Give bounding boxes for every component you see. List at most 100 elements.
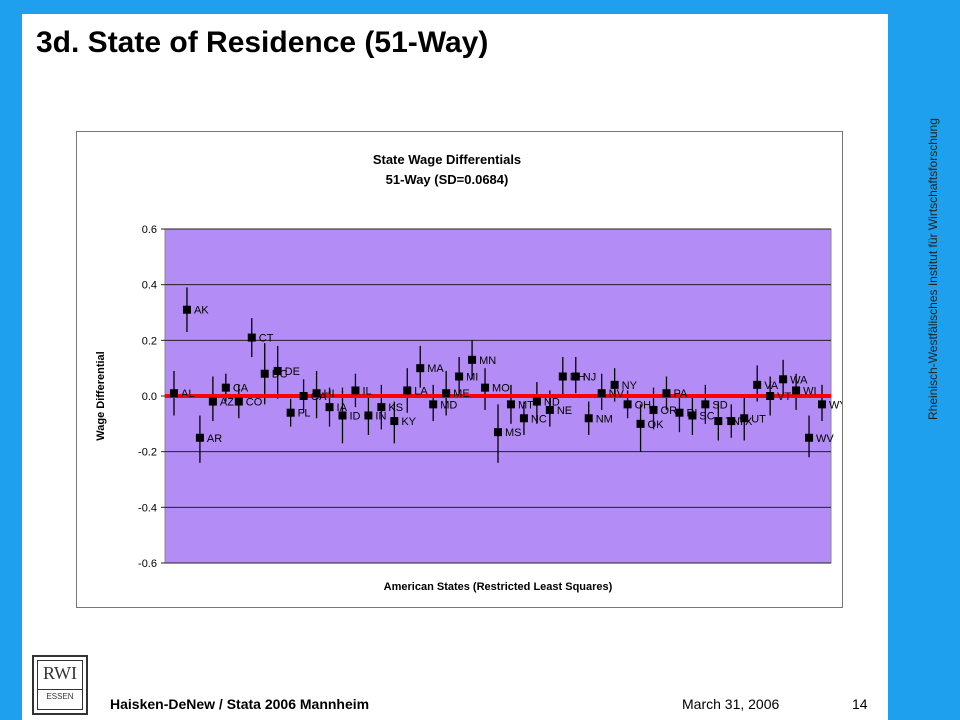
data-point-marker bbox=[170, 389, 178, 398]
data-point-marker bbox=[584, 414, 593, 423]
state-label: OK bbox=[648, 419, 665, 431]
data-point-marker bbox=[182, 305, 191, 314]
data-point-marker bbox=[597, 389, 606, 398]
state-label: WY bbox=[829, 399, 842, 411]
data-point-marker bbox=[247, 333, 256, 342]
state-label: IL bbox=[362, 385, 371, 397]
data-point-marker bbox=[571, 372, 580, 381]
state-label: MO bbox=[492, 383, 510, 395]
data-point-marker bbox=[221, 383, 230, 392]
state-label: MN bbox=[479, 355, 496, 367]
data-point-marker bbox=[468, 355, 477, 364]
chart-container: State Wage Differentials 51-Way (SD=0.06… bbox=[76, 131, 847, 608]
state-label: ME bbox=[453, 388, 470, 400]
data-point-marker bbox=[779, 375, 788, 384]
institute-name: Rheinisch-Westfälisches Institut für Wir… bbox=[926, 118, 940, 420]
page-number: 14 bbox=[852, 696, 868, 712]
data-point-marker bbox=[429, 400, 438, 409]
state-label: AL bbox=[181, 388, 194, 400]
state-label: LA bbox=[414, 385, 428, 397]
chart-title: State Wage Differentials bbox=[373, 152, 521, 167]
data-point-marker bbox=[208, 397, 217, 406]
state-label: SC bbox=[699, 410, 714, 422]
data-point-marker bbox=[299, 392, 308, 400]
data-point-marker bbox=[260, 369, 269, 378]
state-label: MA bbox=[427, 363, 444, 375]
state-label: WV bbox=[816, 433, 834, 445]
data-points bbox=[170, 305, 826, 442]
state-label: WI bbox=[803, 385, 816, 397]
state-label: TX bbox=[738, 416, 753, 428]
data-point-marker bbox=[740, 414, 749, 423]
data-point-marker bbox=[442, 389, 451, 398]
logo-rwi-text: RWI bbox=[43, 663, 77, 683]
data-point-marker bbox=[506, 400, 515, 409]
state-label: MD bbox=[440, 399, 457, 411]
data-point-marker bbox=[545, 405, 554, 414]
data-point-marker bbox=[312, 389, 321, 398]
state-label: MS bbox=[505, 427, 522, 439]
data-point-marker bbox=[325, 403, 334, 412]
slide-title: 3d. State of Residence (51-Way) bbox=[36, 26, 489, 59]
state-label: UT bbox=[751, 413, 766, 425]
state-label: ID bbox=[349, 410, 360, 422]
y-tick-label: 0.4 bbox=[142, 280, 157, 292]
state-label: AZ bbox=[220, 397, 234, 409]
data-point-marker bbox=[662, 389, 671, 398]
state-label: WA bbox=[790, 374, 808, 386]
rwi-logo: RWI ESSEN bbox=[32, 655, 88, 715]
data-point-marker bbox=[701, 400, 710, 409]
y-axis-label: Wage Differential bbox=[95, 351, 107, 440]
y-tick-label: 0.0 bbox=[142, 391, 157, 403]
state-label: AR bbox=[207, 433, 222, 445]
data-point-marker bbox=[623, 400, 632, 409]
state-label: DC bbox=[272, 369, 288, 381]
state-label: CT bbox=[259, 333, 274, 345]
state-label: OH bbox=[635, 399, 652, 411]
state-label: RI bbox=[686, 408, 697, 420]
y-tick-label: -0.4 bbox=[138, 502, 157, 514]
data-point-marker bbox=[688, 411, 697, 420]
data-point-marker bbox=[714, 417, 723, 426]
state-label: KS bbox=[388, 402, 403, 414]
state-label: KY bbox=[401, 416, 416, 428]
data-point-marker bbox=[455, 372, 464, 381]
data-point-marker bbox=[273, 366, 282, 375]
state-label: GA bbox=[311, 391, 328, 403]
data-point-marker bbox=[390, 417, 399, 426]
data-point-marker bbox=[818, 400, 826, 409]
y-tick-label: -0.6 bbox=[138, 558, 157, 570]
state-label: NE bbox=[557, 405, 572, 417]
state-label: TN bbox=[725, 416, 740, 428]
state-label: NM bbox=[596, 413, 613, 425]
state-label: FL bbox=[298, 408, 311, 420]
state-label: IN bbox=[375, 410, 386, 422]
data-point-marker bbox=[364, 411, 373, 420]
data-point-marker bbox=[234, 397, 243, 406]
footer-author: Haisken-DeNew / Stata 2006 Mannheim bbox=[110, 696, 370, 712]
y-tick-labels: 0.6 0.4 0.2 0.0 -0.2 -0.4 -0.6 bbox=[138, 224, 157, 570]
state-label: HI bbox=[324, 388, 335, 400]
state-wage-chart: State Wage Differentials 51-Way (SD=0.06… bbox=[95, 152, 847, 593]
data-point-marker bbox=[286, 408, 295, 417]
data-point-marker bbox=[351, 386, 360, 395]
data-point-marker bbox=[338, 411, 347, 420]
chart-subtitle: 51-Way (SD=0.0684) bbox=[386, 172, 509, 187]
logo-border bbox=[37, 660, 83, 710]
data-point-marker bbox=[766, 392, 775, 400]
state-label: AK bbox=[194, 305, 209, 317]
data-point-marker bbox=[636, 419, 645, 428]
state-label: NY bbox=[622, 380, 638, 392]
data-point-marker bbox=[649, 405, 658, 414]
state-label: SD bbox=[712, 399, 727, 411]
state-label: CO bbox=[246, 397, 263, 409]
state-label: DE bbox=[285, 366, 300, 378]
data-point-marker bbox=[532, 397, 541, 406]
state-label: ND bbox=[544, 397, 560, 409]
data-point-marker bbox=[792, 386, 801, 395]
data-point-marker bbox=[403, 386, 412, 395]
state-label: OR bbox=[661, 405, 678, 417]
state-label: MI bbox=[466, 372, 478, 384]
data-point-marker bbox=[610, 380, 619, 389]
